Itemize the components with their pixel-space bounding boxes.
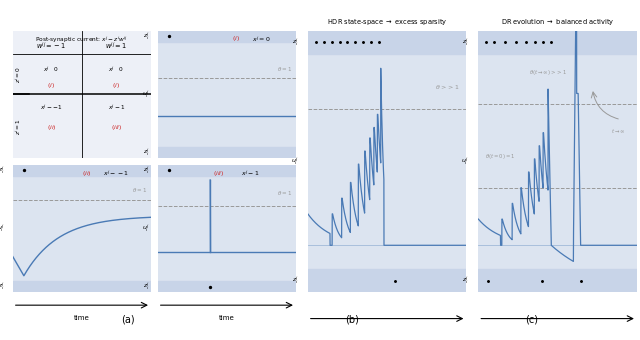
Text: $\theta(t\to\infty)>>1$: $\theta(t\to\infty)>>1$ (529, 68, 567, 77)
Text: $z_i^j$: $z_i^j$ (0, 165, 4, 176)
Text: $\theta=1$: $\theta=1$ (132, 186, 147, 194)
Bar (478, 269, 637, 292)
Text: $x^j - 1$: $x^j - 1$ (241, 169, 259, 178)
Text: $(ii)$: $(ii)$ (82, 169, 92, 177)
Text: $z_i^j$: $z_i^j$ (462, 37, 469, 48)
Text: $z_i^j$: $z_i^j$ (292, 37, 298, 48)
Bar (158, 281, 296, 292)
Text: $z_i^j$: $z_i^j$ (143, 31, 150, 42)
Text: $z_i^j$: $z_i^j$ (143, 165, 150, 176)
Text: $x^j-{-1}$: $x^j-{-1}$ (40, 103, 63, 112)
Bar (158, 165, 296, 176)
Text: $x^j - -1$: $x^j - -1$ (102, 169, 129, 178)
Text: $(iii)$: $(iii)$ (213, 169, 225, 177)
Text: $(i)$: $(i)$ (113, 81, 120, 90)
Text: $\theta=1$: $\theta=1$ (276, 65, 292, 73)
Text: (c): (c) (525, 314, 538, 325)
Text: $x^j$   0: $x^j$ 0 (44, 64, 60, 73)
Text: $w^{ij}=-1$: $w^{ij}=-1$ (36, 41, 67, 52)
Text: $\theta=1$: $\theta=1$ (276, 189, 292, 197)
Text: $u_i^j$: $u_i^j$ (0, 223, 4, 234)
Text: $u_i^j$: $u_i^j$ (142, 223, 150, 234)
Text: $x^j=0$: $x^j=0$ (252, 34, 270, 44)
Text: $(ii)$: $(ii)$ (47, 123, 56, 132)
Text: $(iii)$: $(iii)$ (111, 123, 122, 132)
Text: $z^i=0$: $z^i=0$ (13, 65, 23, 83)
Text: $z_i^j$: $z_i^j$ (292, 275, 298, 286)
Title: DR evolution $\to$ balanced activity: DR evolution $\to$ balanced activity (500, 17, 614, 27)
Text: $u_i^j$: $u_i^j$ (291, 156, 298, 167)
Text: $(i)$: $(i)$ (232, 34, 241, 44)
Text: $z_i^j$: $z_i^j$ (0, 281, 4, 292)
Text: $z_i^j$: $z_i^j$ (143, 147, 150, 158)
Bar (478, 31, 637, 54)
Text: time: time (74, 316, 90, 321)
Bar (308, 31, 467, 54)
Text: (b): (b) (345, 314, 359, 325)
Bar (158, 31, 296, 42)
Bar (308, 269, 467, 292)
Text: $u_i^j$: $u_i^j$ (461, 156, 469, 167)
Text: $(i)$: $(i)$ (47, 81, 56, 90)
Text: $u_i^j$: $u_i^j$ (142, 89, 150, 100)
Text: $z_i^j$: $z_i^j$ (462, 275, 469, 286)
Text: $\theta>>1$: $\theta>>1$ (435, 83, 460, 91)
Text: $\theta(t=0)=1$: $\theta(t=0)=1$ (484, 152, 515, 161)
Bar (13, 165, 151, 176)
Text: Post-synaptic current: $x^j - z^i w^{ij}$: Post-synaptic current: $x^j - z^i w^{ij}… (35, 34, 128, 45)
Text: $x^j$   0: $x^j$ 0 (108, 64, 124, 73)
Text: $z_i^j$: $z_i^j$ (143, 281, 150, 292)
Text: $x^j-1$: $x^j-1$ (108, 103, 125, 112)
Title: HDR state-space $\to$ excess sparsity: HDR state-space $\to$ excess sparsity (327, 17, 447, 27)
Bar (13, 281, 151, 292)
Text: $z^i=1$: $z^i=1$ (13, 118, 23, 135)
Text: time: time (219, 316, 235, 321)
Text: $w^{ij}=1$: $w^{ij}=1$ (105, 41, 127, 52)
Text: (a): (a) (121, 314, 135, 325)
Bar (158, 147, 296, 158)
Text: $t\to\infty$: $t\to\infty$ (611, 128, 625, 135)
